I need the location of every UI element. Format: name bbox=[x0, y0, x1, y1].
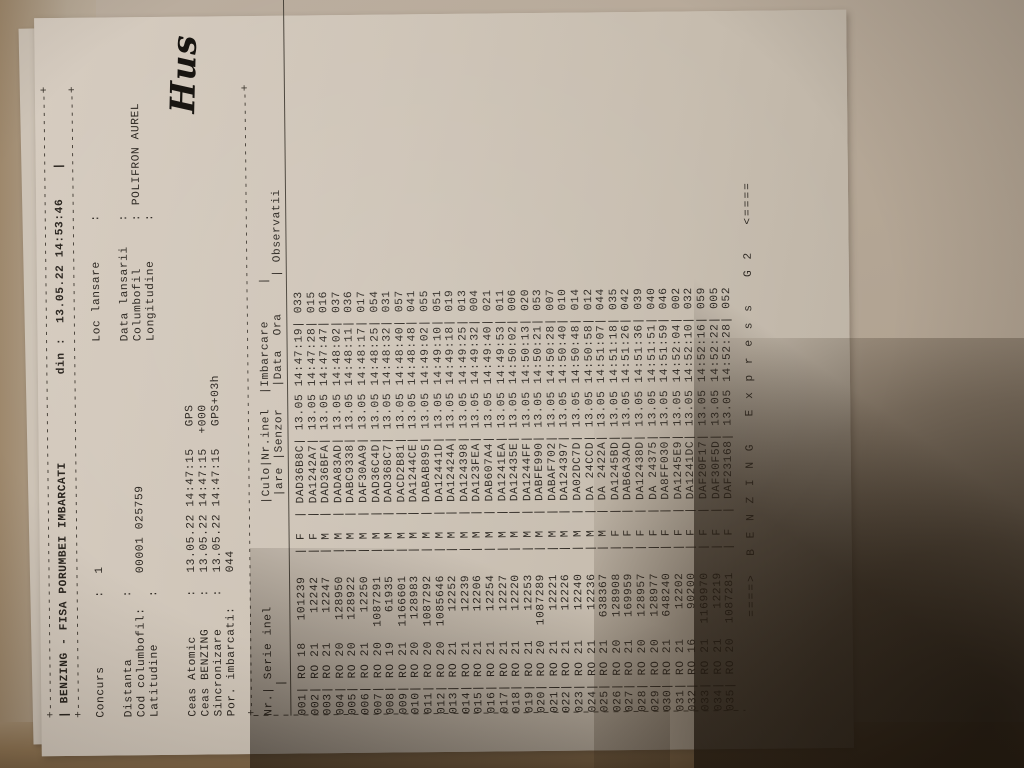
border-header-dashed: +---------------------------------------… bbox=[239, 83, 259, 717]
cod-columbofil-value: 00001 025759 bbox=[134, 485, 147, 574]
concurs-colon: : bbox=[94, 590, 107, 598]
ceas-atomic-colon: : bbox=[186, 589, 199, 597]
cod-columbofil-label: Cod columbofil: bbox=[135, 607, 149, 718]
por-imbarcati-label: Por. imbarcati: bbox=[225, 606, 239, 717]
loc-lansare-label: Loc lansare bbox=[90, 261, 104, 342]
sincronizare-colon: : bbox=[212, 588, 225, 597]
sincronizare-label: Sincronizare bbox=[212, 628, 226, 717]
distanta-colon: : bbox=[122, 589, 135, 598]
paper-printout: +---------------------------------------… bbox=[34, 0, 854, 757]
por-imbarcati-value: 044 bbox=[224, 550, 237, 573]
loc-lansare-colon: : bbox=[90, 214, 103, 222]
ceas-benzing-value: 13.05.22 14:47:15 +000 bbox=[197, 404, 211, 573]
concurs-value: 1 bbox=[93, 566, 106, 574]
sincronizare-value: 13.05.22 14:47:15 GPS+03h bbox=[209, 374, 224, 573]
field-concurs: Concurs bbox=[95, 666, 108, 717]
ceas-benzing-colon: : bbox=[199, 589, 212, 597]
columbofil-colon: : bbox=[131, 213, 144, 222]
concurs-label: Concurs bbox=[94, 666, 108, 718]
ceas-atomic-value: 13.05.22 14:47:15 GPS bbox=[184, 404, 198, 573]
handwritten-signature: Hus bbox=[163, 33, 206, 114]
columbofil-value: POLIFRON AUREL bbox=[130, 102, 144, 206]
latitudine-colon: : bbox=[148, 589, 161, 598]
printed-report: +---------------------------------------… bbox=[34, 0, 841, 734]
data-lansarii-colon: : bbox=[118, 213, 131, 222]
longitudine-colon: : bbox=[144, 213, 157, 222]
longitudine-label: Longitudine bbox=[144, 260, 158, 342]
distanta-label: Distanta bbox=[122, 658, 136, 718]
footer-banner: ====> B E N Z I N G E x p r e s s G 2 <=… bbox=[741, 181, 759, 617]
ceas-benzing-label: Ceas BENZING bbox=[199, 628, 213, 717]
table-body: 001| RO 18 101239 | F | DAD36B8C| 13.05 … bbox=[293, 287, 738, 716]
latitudine-label: Latitudine bbox=[148, 643, 162, 718]
ceas-atomic-label: Ceas Atomic bbox=[186, 636, 200, 717]
data-lansarii-label: Data lansarii bbox=[118, 246, 132, 342]
columbofil-label: Columbofil bbox=[131, 267, 145, 342]
